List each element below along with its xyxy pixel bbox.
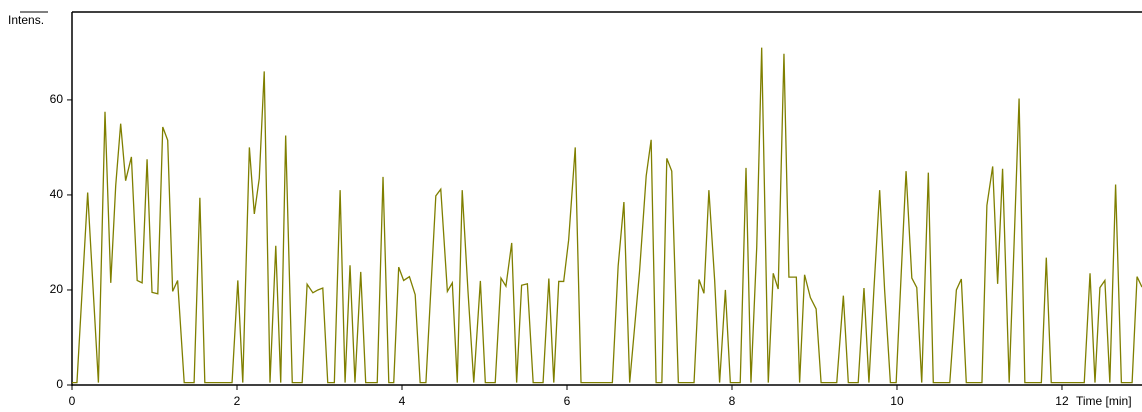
- x-tick-label: 10: [890, 394, 904, 408]
- y-tick-label: 60: [50, 92, 64, 106]
- data-line: [72, 47, 1142, 384]
- x-tick-label: 2: [234, 394, 241, 408]
- x-tick-label: 12: [1055, 394, 1069, 408]
- y-tick-label: 40: [50, 187, 64, 201]
- x-axis-label: Time [min]: [1076, 394, 1132, 408]
- x-tick-label: 4: [399, 394, 406, 408]
- x-tick-label: 8: [729, 394, 736, 408]
- y-tick-label: 20: [50, 282, 64, 296]
- x-tick-label: 0: [69, 394, 76, 408]
- x-tick-label: 6: [564, 394, 571, 408]
- y-tick-label: 0: [56, 377, 63, 391]
- y-axis-label: Intens.: [8, 13, 44, 27]
